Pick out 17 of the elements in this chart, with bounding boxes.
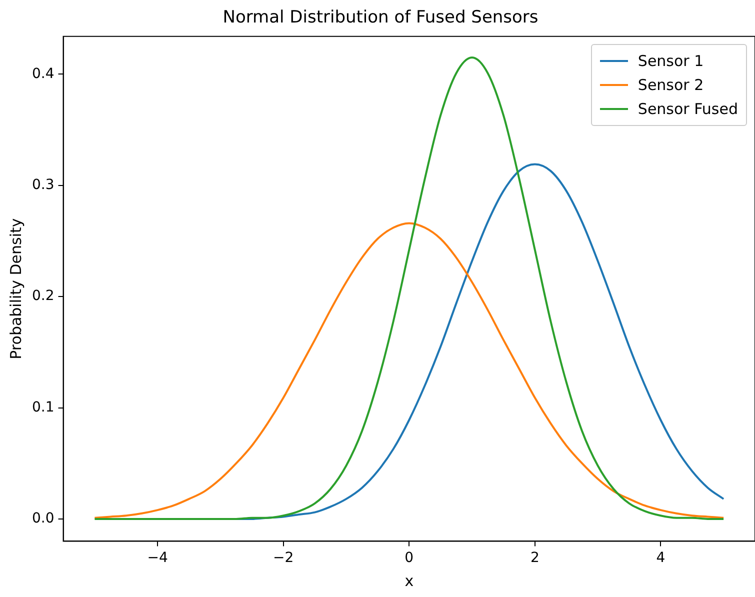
legend-label: Sensor Fused (638, 100, 738, 118)
y-tick-label: 0.4 (32, 66, 54, 82)
line-series (94, 222, 725, 519)
x-tick-label: 0 (404, 550, 414, 566)
x-axis-title: x (404, 572, 414, 590)
x-tick-label: −4 (147, 550, 168, 566)
x-tick-label: 4 (656, 550, 666, 566)
y-tick-label: 0.1 (32, 399, 54, 416)
y-tick-label: 0.3 (32, 177, 54, 194)
legend-label: Sensor 2 (638, 76, 704, 94)
y-axis-title: Probability Density (6, 218, 25, 360)
y-tick-label: 0.0 (32, 510, 54, 527)
x-tick-label: 2 (530, 550, 540, 566)
y-tick-label: 0.2 (32, 288, 54, 304)
x-tick-label: −2 (273, 550, 294, 566)
chart-title: Normal Distribution of Fused Sensors (222, 8, 538, 28)
legend-label: Sensor 1 (638, 52, 704, 70)
